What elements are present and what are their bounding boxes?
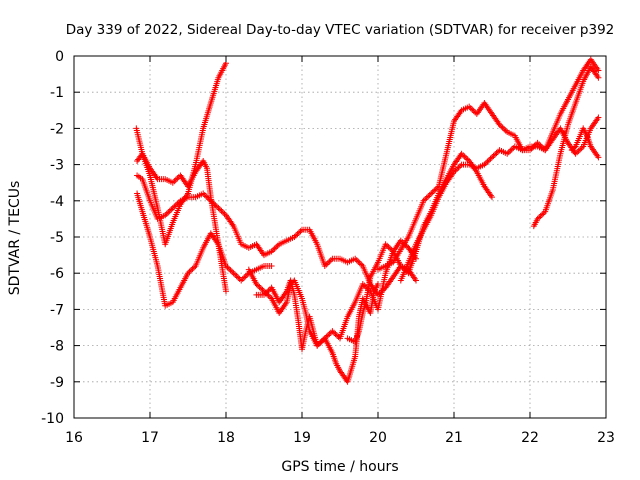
data-point — [595, 74, 602, 81]
x-tick-label: 21 — [445, 430, 463, 446]
data-point — [595, 154, 602, 161]
data-point — [595, 114, 602, 121]
x-tick-label: 19 — [293, 430, 311, 446]
x-tick-label: 20 — [369, 430, 387, 446]
data-point — [413, 277, 419, 284]
series-arc-4 — [134, 172, 419, 298]
series-line — [135, 63, 227, 247]
x-tick-label: 17 — [141, 430, 159, 446]
x-tick-label: 16 — [65, 430, 83, 446]
series-arc-7 — [344, 150, 495, 345]
data-point — [571, 144, 578, 151]
data-point — [375, 281, 381, 288]
series-arc-1 — [133, 60, 229, 248]
y-axis-label: SDTVAR / TECUs — [7, 181, 23, 296]
x-tick-label: 23 — [597, 430, 615, 446]
series-line — [400, 58, 599, 281]
x-axis-label: GPS time / hours — [281, 459, 398, 475]
series-arc-6 — [245, 237, 419, 349]
data-point — [595, 67, 602, 74]
x-tick-label: 18 — [217, 430, 235, 446]
y-tick-label: -5 — [50, 230, 64, 246]
data-point — [223, 288, 229, 295]
y-tick-label: -7 — [50, 302, 64, 318]
grid-lines — [74, 56, 606, 418]
chart-title: Day 339 of 2022, Sidereal Day-to-day VTE… — [66, 22, 615, 38]
data-series — [133, 56, 602, 385]
y-tick-label: -2 — [50, 121, 64, 137]
y-tick-label: -3 — [50, 158, 64, 174]
y-tick-label: -1 — [50, 85, 64, 101]
series-arc-8 — [397, 56, 602, 284]
data-point — [268, 262, 275, 269]
series-line — [136, 175, 417, 296]
series-arc-11 — [568, 125, 602, 161]
y-tick-label: -8 — [50, 339, 64, 355]
series-arc-3 — [134, 190, 275, 309]
series-arc-10 — [530, 63, 602, 230]
y-tick-label: 0 — [55, 49, 64, 65]
y-tick-label: -6 — [50, 266, 64, 282]
data-point — [489, 194, 495, 201]
axis-ticks: 16 17 18 19 20 21 22 23 0 -1 -2 -3 -4 -5 -6 -7 -8 -9 -10 — [41, 49, 615, 446]
x-tick-label: 22 — [521, 430, 539, 446]
y-tick-label: -9 — [50, 375, 64, 391]
y-tick-label: -10 — [41, 411, 64, 427]
y-tick-label: -4 — [50, 194, 64, 210]
